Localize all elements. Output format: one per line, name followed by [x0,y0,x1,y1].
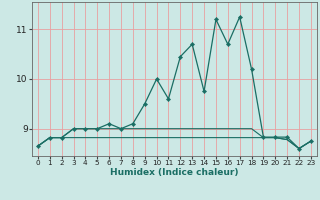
X-axis label: Humidex (Indice chaleur): Humidex (Indice chaleur) [110,168,239,177]
